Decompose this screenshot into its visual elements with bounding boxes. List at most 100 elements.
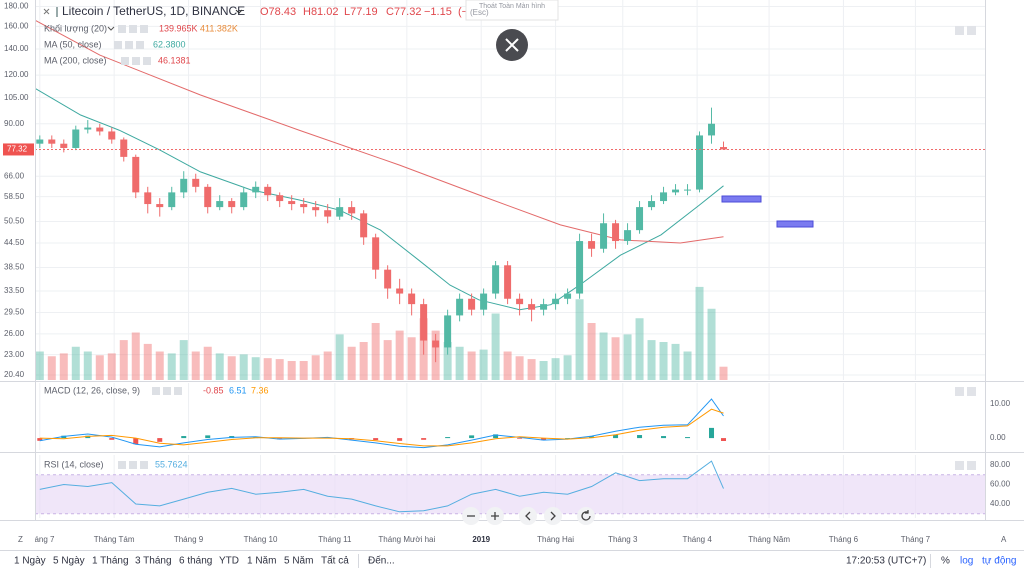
legend-icon[interactable] <box>129 461 137 469</box>
range-button[interactable]: YTD <box>219 556 239 567</box>
macd-value: 6.51 <box>229 385 247 395</box>
axis-corner[interactable]: Z <box>18 535 23 544</box>
volume-bar <box>383 340 392 380</box>
drawn-rectangle[interactable] <box>776 220 814 228</box>
pane-button[interactable] <box>955 26 964 35</box>
candle-body <box>468 298 476 310</box>
range-button[interactable]: 1 Tháng <box>92 556 129 567</box>
last-price-label: 77.32 <box>7 145 28 154</box>
pane-button[interactable] <box>967 26 976 35</box>
legend-icon[interactable] <box>118 25 126 33</box>
dropdown-icon[interactable] <box>235 9 243 14</box>
goto-button[interactable]: Đến... <box>368 555 395 567</box>
range-button[interactable]: 6 tháng <box>179 556 212 567</box>
ma-line <box>35 19 724 244</box>
y-tick-label: 140.00 <box>4 44 29 53</box>
volume-bar <box>71 346 80 380</box>
candle-body <box>228 201 236 208</box>
x-tick-label: Tháng 7 <box>901 535 931 544</box>
legend-icon[interactable] <box>152 387 160 395</box>
price-pane <box>35 0 985 380</box>
candle-body <box>180 178 188 193</box>
percent-toggle[interactable]: % <box>941 556 950 567</box>
volume-bar <box>107 353 116 380</box>
macd-histogram-bar <box>685 437 691 439</box>
range-button[interactable]: 1 Ngày <box>14 556 46 567</box>
candle-body <box>120 139 128 157</box>
volume-bar <box>299 361 308 380</box>
clock: 17:20:53 (UTC+7) <box>846 556 926 567</box>
tooltip <box>465 0 559 21</box>
legend-icon[interactable] <box>136 41 144 49</box>
pane-button[interactable] <box>955 461 964 470</box>
macd-histogram-bar <box>37 438 43 441</box>
axes: 180.00 160.00 140.00 120.00 105.00 90.00 66.00… <box>3 2 1011 508</box>
pane-button[interactable] <box>955 387 964 396</box>
volume-bar <box>275 359 284 380</box>
legend-icon[interactable] <box>140 25 148 33</box>
macd-histogram-bar <box>613 434 619 439</box>
volume-bar <box>371 323 380 380</box>
volume-bar <box>263 358 272 380</box>
rsi-pane <box>35 455 985 518</box>
auto-toggle[interactable]: tự động <box>982 556 1017 567</box>
legend-icon[interactable] <box>114 41 122 49</box>
candle-body <box>108 131 116 140</box>
volume-bar <box>35 351 44 380</box>
drawn-rectangle[interactable] <box>721 195 762 203</box>
tooltip-text: Thoát Toàn Màn hình <box>479 3 545 10</box>
legend-icon[interactable] <box>129 25 137 33</box>
range-button[interactable]: 1 Năm <box>247 556 276 567</box>
toolbar: 1 Ngày 5 Ngày 1 Tháng 3 Tháng 6 tháng YT… <box>14 554 1017 568</box>
macd-pane <box>37 383 916 450</box>
legend-icon[interactable] <box>118 461 126 469</box>
macd-histogram-bar <box>373 438 379 441</box>
candle-body <box>432 340 440 348</box>
range-button[interactable]: 3 Tháng <box>135 556 172 567</box>
legend-icon[interactable] <box>125 41 133 49</box>
volume-bar <box>239 354 248 380</box>
legend-icon[interactable] <box>143 57 151 65</box>
range-button[interactable]: 5 Năm <box>284 556 313 567</box>
legend-icon[interactable] <box>163 387 171 395</box>
volume-bar <box>119 340 128 380</box>
macd-histogram-bar <box>661 436 667 439</box>
legend-icon[interactable] <box>140 461 148 469</box>
dropdown-icon[interactable] <box>107 26 115 31</box>
candle-body <box>168 192 176 208</box>
legend-icon[interactable] <box>132 57 140 65</box>
candle-body <box>624 230 632 242</box>
candle-body <box>420 304 428 341</box>
volume-bar <box>659 342 668 380</box>
volume-bar <box>215 353 224 380</box>
candle-body <box>204 186 212 208</box>
range-button[interactable]: 5 Ngày <box>53 556 85 567</box>
axis-corner[interactable]: A <box>1001 535 1007 544</box>
candle-body <box>444 315 452 348</box>
candle-body <box>324 210 332 217</box>
volume-bar <box>527 359 536 380</box>
y-tick-label: 90.00 <box>4 119 25 128</box>
collapse-icon[interactable] <box>43 8 50 15</box>
candle-body <box>396 288 404 294</box>
volume-bar <box>503 351 512 380</box>
legend-icon[interactable] <box>174 387 182 395</box>
range-button[interactable]: Tất cả <box>321 555 349 567</box>
candle-body <box>300 204 308 208</box>
candle-body <box>348 207 356 214</box>
volume-legend: Khối lượng (20) <box>44 23 107 33</box>
legend-icon[interactable] <box>121 57 129 65</box>
candle-body <box>372 237 380 270</box>
volume-bar <box>575 299 584 380</box>
macd-histogram-bar <box>469 435 475 439</box>
log-toggle[interactable]: log <box>960 556 973 567</box>
close-button[interactable] <box>496 29 528 61</box>
candle-body <box>216 201 224 208</box>
volume-bar <box>611 337 620 380</box>
candle-body <box>528 304 536 310</box>
zoom-controls[interactable] <box>462 507 595 525</box>
volume-bar <box>167 353 176 380</box>
pane-button[interactable] <box>967 461 976 470</box>
pane-button[interactable] <box>967 387 976 396</box>
candle-body <box>660 192 668 202</box>
